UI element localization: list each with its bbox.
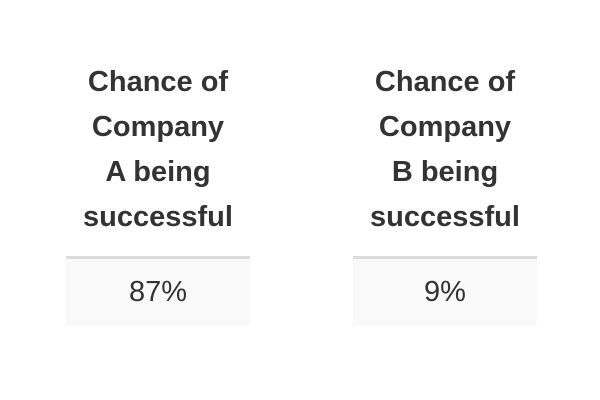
company-a-header-line-2: Company <box>91 111 225 143</box>
company-b-value-row: 9% <box>353 257 537 326</box>
company-b-header-line-2: Company <box>378 111 512 143</box>
company-a-value: 87% <box>66 257 250 326</box>
company-b-header: Chance of Company B being successful <box>353 60 537 259</box>
company-a-header: Chance of Company A being successful <box>66 60 250 259</box>
company-b-header-line-4: successful <box>370 201 520 233</box>
company-b-header-row: Chance of Company B being successful <box>353 60 537 259</box>
company-b-header-line-1: Chance of <box>374 66 516 98</box>
company-b-stat-table: Chance of Company B being successful 9% <box>353 60 537 326</box>
company-b-value: 9% <box>353 257 537 326</box>
company-a-header-line-1: Chance of <box>87 66 229 98</box>
company-a-value-row: 87% <box>66 257 250 326</box>
company-a-stat-table: Chance of Company A being successful 87% <box>66 60 250 326</box>
company-b-header-line-3: B being <box>391 156 499 188</box>
company-a-header-line-4: successful <box>83 201 233 233</box>
company-a-header-row: Chance of Company A being successful <box>66 60 250 259</box>
company-a-header-line-3: A being <box>105 156 211 188</box>
